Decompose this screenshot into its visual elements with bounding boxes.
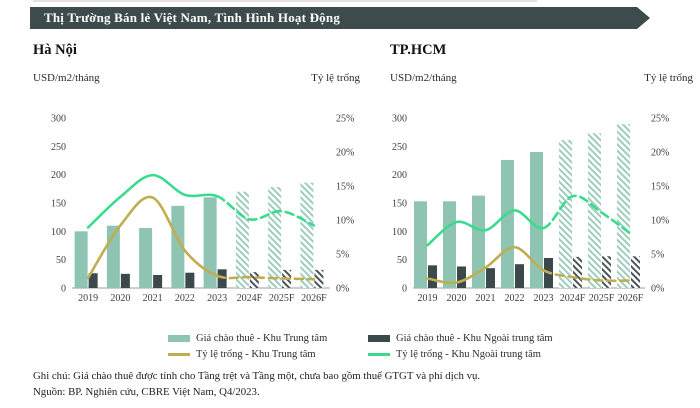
svg-text:300: 300 bbox=[51, 114, 66, 125]
svg-text:2022: 2022 bbox=[175, 293, 195, 304]
legend-column-left: Giá chào thuê - Khu Trung tâm Tỷ lệ trốn… bbox=[168, 330, 327, 362]
svg-text:0%: 0% bbox=[336, 284, 349, 295]
svg-text:0: 0 bbox=[61, 284, 66, 295]
chart-block-hanoi: USD/m2/tháng Tỷ lệ trống 0 50 100 150 200 250… bbox=[30, 72, 360, 304]
svg-text:2023: 2023 bbox=[207, 293, 227, 304]
svg-text:2026F: 2026F bbox=[618, 293, 644, 304]
legend-column-right: Giá chào thuê - Khu Ngoài trung tâm Tỷ l… bbox=[368, 330, 553, 362]
svg-text:2024F: 2024F bbox=[237, 293, 263, 304]
chart-title-hcmc: TP.HCM bbox=[390, 42, 447, 58]
svg-text:50: 50 bbox=[397, 255, 407, 266]
svg-text:2026F: 2026F bbox=[301, 293, 327, 304]
svg-text:2022: 2022 bbox=[505, 293, 525, 304]
svg-text:300: 300 bbox=[392, 114, 407, 125]
footnote: Ghi chú: Giá chào thuê được tính cho Tần… bbox=[33, 370, 481, 382]
footer: Ghi chú: Giá chào thuê được tính cho Tần… bbox=[33, 368, 480, 400]
svg-text:0: 0 bbox=[402, 284, 407, 295]
svg-text:2021: 2021 bbox=[476, 293, 496, 304]
svg-text:100: 100 bbox=[51, 227, 66, 238]
svg-text:150: 150 bbox=[392, 199, 407, 210]
legend-item-vacancy-noncbd: Tỷ lệ trống - Khu Ngoài trung tâm bbox=[368, 346, 553, 362]
left-axis-label-hanoi: USD/m2/tháng bbox=[33, 72, 100, 84]
svg-text:2025F: 2025F bbox=[589, 293, 615, 304]
report-banner: Thị Trường Bán lẻ Việt Nam, Tình Hình Ho… bbox=[30, 7, 650, 29]
legend-item-rent-cbd: Giá chào thuê - Khu Trung tâm bbox=[168, 330, 327, 346]
svg-text:25%: 25% bbox=[336, 114, 354, 125]
legend-label: Giá chào thuê - Khu Trung tâm bbox=[196, 332, 328, 344]
chart-block-hcmc: USD/m2/tháng Tỷ lệ trống 0 50 100 150 200 250… bbox=[387, 72, 693, 304]
legend-item-vacancy-cbd: Tỷ lệ trống - Khu Trung tâm bbox=[168, 346, 327, 362]
legend-label: Tỷ lệ trống - Khu Trung tâm bbox=[196, 348, 316, 360]
banner-title: Thị Trường Bán lẻ Việt Nam, Tình Hình Ho… bbox=[44, 10, 341, 25]
svg-text:15%: 15% bbox=[336, 182, 354, 193]
vacancy-noncbd-swatch bbox=[368, 352, 390, 356]
svg-text:10%: 10% bbox=[651, 216, 669, 227]
svg-text:15%: 15% bbox=[651, 182, 669, 193]
rent-noncbd-swatch bbox=[368, 334, 390, 342]
svg-text:5%: 5% bbox=[651, 250, 664, 261]
svg-text:2019: 2019 bbox=[78, 293, 98, 304]
svg-text:2020: 2020 bbox=[110, 293, 130, 304]
svg-text:2023: 2023 bbox=[534, 293, 554, 304]
rent-cbd-swatch bbox=[168, 334, 190, 342]
svg-text:2019: 2019 bbox=[418, 293, 438, 304]
svg-text:20%: 20% bbox=[336, 148, 354, 159]
svg-text:10%: 10% bbox=[336, 216, 354, 227]
chart-title-hanoi: Hà Nội bbox=[33, 42, 77, 58]
svg-text:25%: 25% bbox=[651, 114, 669, 125]
right-axis-label-hanoi: Tỷ lệ trống bbox=[311, 72, 360, 84]
svg-text:0%: 0% bbox=[651, 284, 664, 295]
hcmc-combo-chart: 0 50 100 150 200 250 300 0% 5% 10% 15% 20% 25% 2019 20… bbox=[392, 114, 669, 305]
svg-text:200: 200 bbox=[51, 170, 66, 181]
legend-item-rent-noncbd: Giá chào thuê - Khu Ngoài trung tâm bbox=[368, 330, 553, 346]
hanoi-combo-chart: 0 50 100 150 200 250 300 0% 5% 10% 15% 20% 25% 2019 20… bbox=[51, 114, 354, 305]
right-axis-label-hcmc: Tỷ lệ trống bbox=[644, 72, 693, 84]
vacancy-cbd-swatch bbox=[168, 352, 190, 356]
svg-text:2025F: 2025F bbox=[269, 293, 295, 304]
svg-text:5%: 5% bbox=[336, 250, 349, 261]
svg-text:2021: 2021 bbox=[143, 293, 163, 304]
svg-text:2024F: 2024F bbox=[560, 293, 586, 304]
svg-text:20%: 20% bbox=[651, 148, 669, 159]
svg-text:50: 50 bbox=[56, 255, 66, 266]
svg-text:250: 250 bbox=[51, 142, 66, 153]
svg-text:100: 100 bbox=[392, 227, 407, 238]
axis-captions-hanoi: USD/m2/tháng Tỷ lệ trống bbox=[30, 72, 360, 88]
legend-label: Tỷ lệ trống - Khu Ngoài trung tâm bbox=[396, 348, 541, 360]
left-axis-label-hcmc: USD/m2/tháng bbox=[390, 72, 457, 84]
svg-text:250: 250 bbox=[392, 142, 407, 153]
svg-text:200: 200 bbox=[392, 170, 407, 181]
source-note: Nguồn: BP. Nghiên cứu, CBRE Việt Nam, Q4… bbox=[33, 386, 260, 398]
axis-captions-hcmc: USD/m2/tháng Tỷ lệ trống bbox=[387, 72, 693, 88]
svg-text:150: 150 bbox=[51, 199, 66, 210]
top-edge-strip bbox=[33, 0, 537, 2]
legend-label: Giá chào thuê - Khu Ngoài trung tâm bbox=[396, 332, 553, 344]
svg-text:2020: 2020 bbox=[447, 293, 467, 304]
